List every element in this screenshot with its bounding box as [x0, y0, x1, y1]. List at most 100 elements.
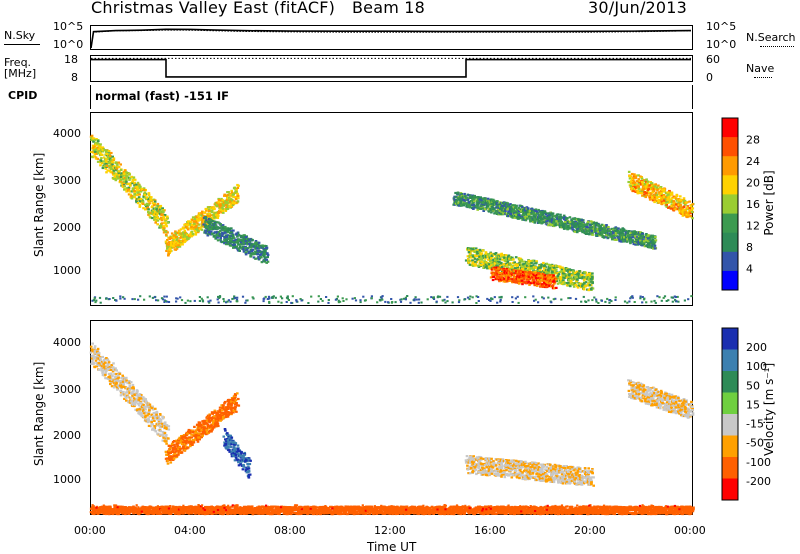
power-cell [254, 257, 257, 260]
power-cell [466, 255, 470, 258]
power-cell [226, 194, 230, 197]
power-cell [621, 231, 624, 234]
power-cell [587, 278, 591, 281]
power-cell [521, 213, 525, 217]
power-cell [532, 268, 536, 271]
power-cell [476, 255, 479, 258]
power-cell [505, 212, 509, 215]
power-cell [526, 262, 529, 265]
power-cell [109, 162, 113, 165]
power-cell [462, 202, 466, 205]
power-cell [551, 276, 554, 279]
power-cell [459, 196, 463, 199]
power-cell [629, 297, 632, 300]
power-cell [527, 275, 531, 279]
power-cell [673, 196, 676, 199]
power-cell [645, 244, 648, 247]
power-cell [476, 200, 479, 203]
power-cell [537, 208, 540, 212]
power-cell [489, 257, 493, 260]
power-cell [459, 200, 463, 203]
power-cell [123, 171, 126, 174]
power-cell [482, 197, 485, 200]
power-cell [153, 199, 157, 202]
power-cell [246, 237, 250, 240]
power-cell [555, 279, 558, 282]
power-cell [163, 214, 167, 217]
power-cell [503, 280, 507, 283]
power-cell [522, 265, 526, 268]
power-cell [633, 232, 637, 235]
power-cell [215, 204, 219, 207]
power-cell [147, 193, 151, 197]
power-cell [558, 270, 562, 274]
power-cell [660, 299, 663, 302]
power-cell [99, 151, 102, 154]
power-cell [493, 207, 496, 210]
power-cell [614, 233, 618, 236]
power-cell [254, 240, 258, 243]
power-cell [657, 184, 660, 187]
power-cell [165, 295, 168, 298]
power-cell [690, 210, 694, 214]
power-cell [570, 282, 574, 285]
power-cell [477, 264, 480, 267]
power-cell [133, 189, 136, 192]
power-cell [418, 298, 421, 301]
power-cell [494, 267, 497, 270]
power-cell [641, 243, 644, 246]
power-cell [653, 240, 657, 244]
power-cell [538, 272, 542, 275]
power-cell [572, 225, 576, 228]
power-cell [528, 260, 532, 263]
power-cell [162, 217, 166, 220]
power-cell [670, 204, 673, 208]
power-cell [116, 175, 119, 178]
power-cell [519, 216, 522, 220]
power-cell [509, 206, 513, 209]
power-cell [133, 193, 136, 196]
power-cell [168, 249, 172, 252]
power-cell [559, 278, 563, 281]
power-cell [590, 227, 593, 230]
power-cell [521, 206, 524, 209]
power-cell [529, 272, 533, 275]
power-cell [497, 206, 500, 209]
power-cell [545, 222, 549, 225]
power-cell [508, 268, 511, 271]
power-cell [552, 221, 556, 224]
power-cell [536, 283, 539, 286]
power-cell [519, 264, 522, 267]
power-cell [208, 206, 212, 209]
power-cell [568, 274, 571, 277]
power-cell [533, 219, 537, 222]
power-cell [637, 187, 641, 190]
power-cell [105, 297, 108, 300]
power-cell [552, 274, 555, 277]
power-cell [234, 191, 238, 194]
power-cell [543, 279, 546, 282]
power-cell [528, 215, 531, 218]
power-cell [662, 194, 666, 197]
power-cell [139, 197, 143, 201]
power-cell [159, 226, 163, 229]
power-cell [132, 187, 136, 190]
power-cell [545, 272, 549, 275]
power-cell [155, 299, 158, 302]
power-cell [267, 295, 271, 298]
power-cell [257, 257, 261, 261]
power-cell [138, 186, 142, 189]
power-cell [226, 240, 229, 243]
power-cell [550, 285, 553, 288]
power-cell [125, 180, 128, 183]
power-cell [685, 213, 689, 216]
power-cell [512, 264, 515, 267]
power-cell [557, 221, 560, 224]
power-cell [202, 214, 205, 217]
power-cell [131, 189, 135, 192]
power-cell [546, 283, 549, 286]
power-cell [499, 254, 503, 257]
power-cell [190, 226, 193, 229]
power-cell [106, 155, 110, 158]
power-cell [641, 234, 645, 237]
